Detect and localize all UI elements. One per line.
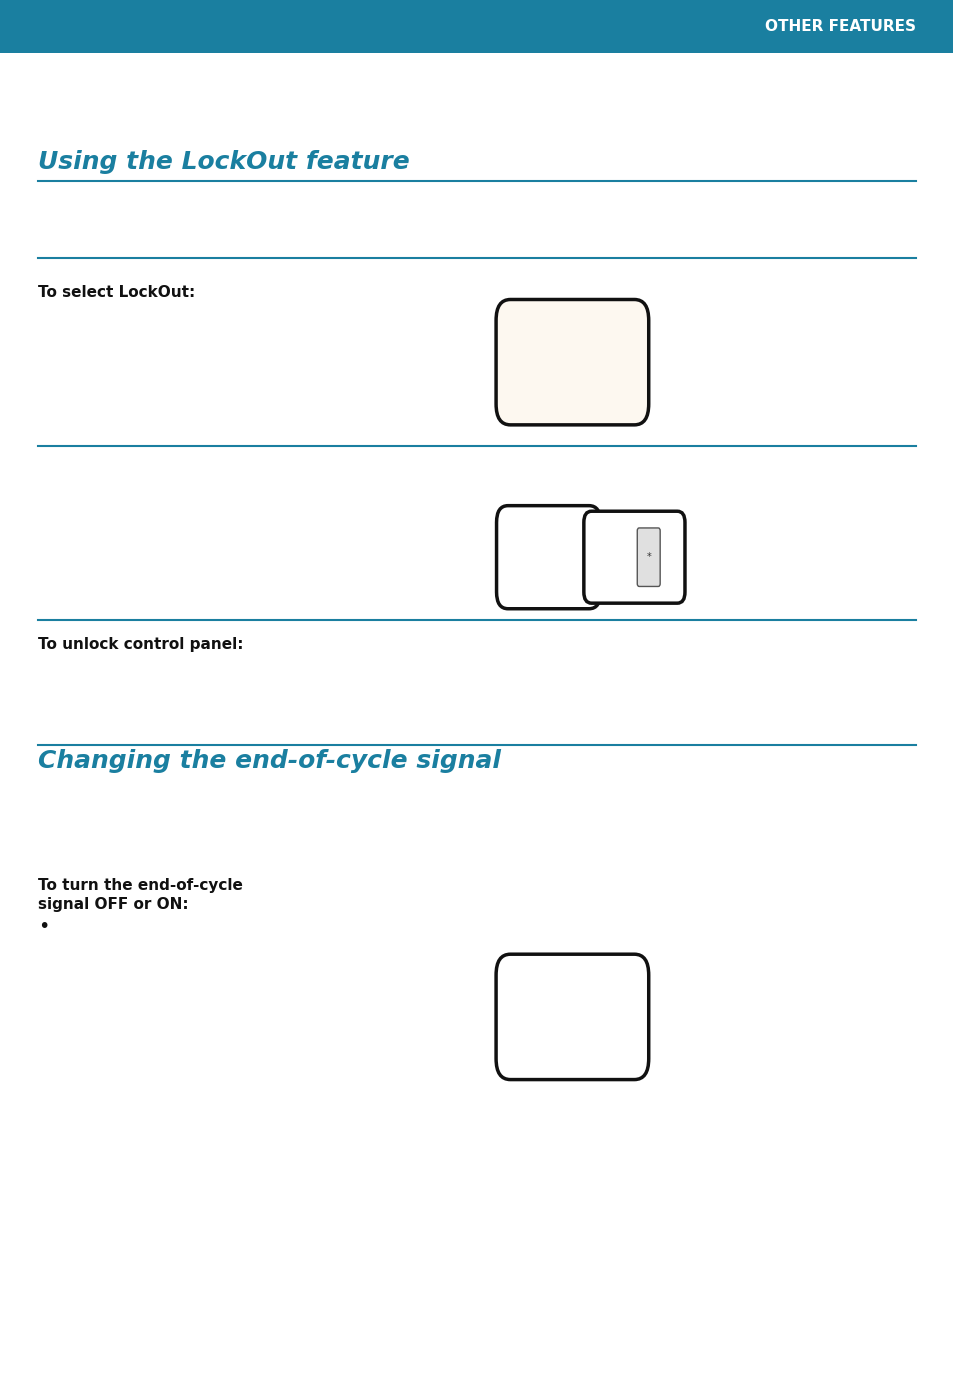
FancyBboxPatch shape <box>496 506 600 609</box>
FancyBboxPatch shape <box>637 528 659 586</box>
Text: —: — <box>560 1007 583 1027</box>
FancyBboxPatch shape <box>496 299 648 425</box>
Text: —: — <box>537 547 559 567</box>
Text: To unlock control panel:: To unlock control panel: <box>38 638 243 652</box>
FancyBboxPatch shape <box>583 511 684 603</box>
Text: OTHER FEATURES: OTHER FEATURES <box>764 20 915 33</box>
Text: Changing the end-of-cycle signal: Changing the end-of-cycle signal <box>38 749 500 773</box>
Text: Using the LockOut feature: Using the LockOut feature <box>38 150 410 174</box>
FancyBboxPatch shape <box>0 0 953 53</box>
Text: To turn the end-of-cycle
signal OFF or ON:: To turn the end-of-cycle signal OFF or O… <box>38 878 243 912</box>
Text: •: • <box>38 917 50 936</box>
Text: *: * <box>646 552 650 563</box>
FancyBboxPatch shape <box>496 954 648 1080</box>
Text: To select LockOut:: To select LockOut: <box>38 286 195 299</box>
